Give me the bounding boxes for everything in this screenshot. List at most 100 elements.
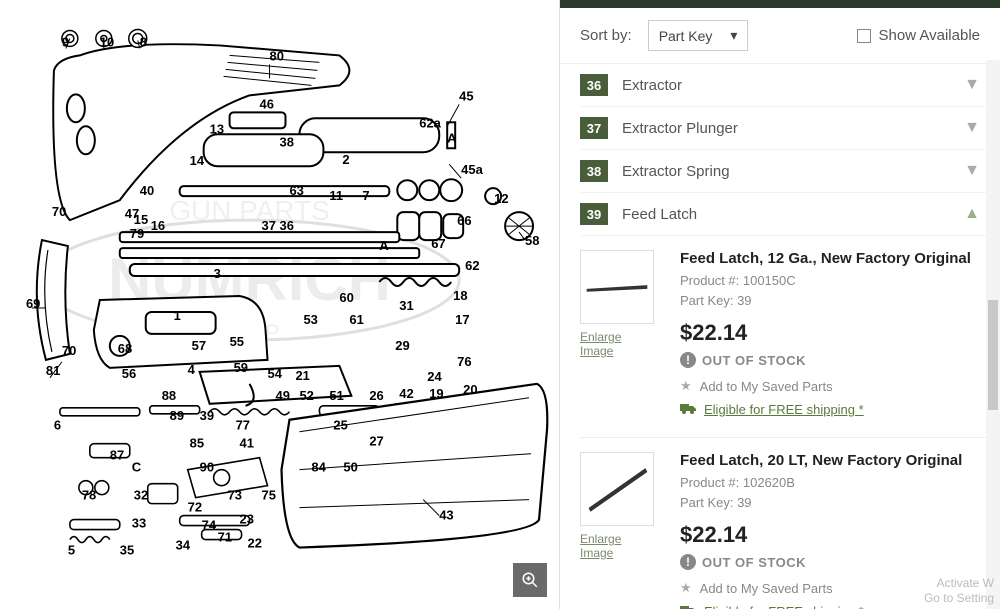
- schematic-pane: NUMRICH GUN PARTS CORP.: [0, 0, 560, 609]
- product-part-key: Part Key: 39: [680, 291, 986, 311]
- svg-text:62: 62: [465, 258, 479, 273]
- svg-text:40: 40: [140, 183, 154, 198]
- category-row-extractor[interactable]: 36 Extractor ▼: [580, 64, 986, 107]
- svg-text:4: 4: [188, 362, 196, 377]
- svg-text:69: 69: [26, 296, 40, 311]
- thumb-image-icon: [581, 251, 653, 323]
- svg-text:12: 12: [494, 191, 508, 206]
- category-name: Extractor: [622, 77, 964, 94]
- svg-text:32: 32: [134, 488, 148, 503]
- chevron-down-icon: ▼: [964, 162, 980, 180]
- sort-label: Sort by:: [580, 27, 632, 44]
- svg-text:45: 45: [459, 88, 473, 103]
- svg-text:38: 38: [280, 134, 294, 149]
- svg-text:66: 66: [457, 213, 471, 228]
- svg-text:59: 59: [234, 360, 248, 375]
- svg-text:31: 31: [399, 298, 413, 313]
- sort-dropdown[interactable]: Part Key ▾: [648, 20, 749, 51]
- svg-text:24: 24: [427, 369, 442, 384]
- svg-text:67: 67: [431, 236, 445, 251]
- part-key-badge: 37: [580, 117, 608, 139]
- svg-text:20: 20: [463, 382, 477, 397]
- svg-text:10: 10: [100, 34, 114, 49]
- chevron-up-icon: ▲: [964, 205, 980, 223]
- enlarge-image-link[interactable]: Enlarge Image: [580, 330, 654, 358]
- chevron-down-icon: ▼: [964, 119, 980, 137]
- free-shipping-link[interactable]: Eligible for FREE shipping *: [704, 604, 864, 609]
- svg-text:90: 90: [200, 460, 214, 475]
- svg-text:49: 49: [276, 388, 290, 403]
- zoom-button[interactable]: [513, 563, 547, 597]
- save-part-link[interactable]: ★ Add to My Saved Parts: [680, 580, 986, 596]
- svg-text:58: 58: [525, 233, 539, 248]
- stock-status: OUT OF STOCK: [702, 353, 806, 368]
- category-name: Feed Latch: [622, 206, 964, 223]
- truck-icon: [680, 604, 696, 609]
- svg-text:21: 21: [295, 368, 309, 383]
- svg-text:62a: 62a: [419, 115, 441, 130]
- svg-text:A: A: [447, 130, 457, 145]
- category-row-feed-latch[interactable]: 39 Feed Latch ▲: [580, 193, 986, 236]
- svg-text:15: 15: [134, 212, 148, 227]
- svg-text:17: 17: [455, 312, 469, 327]
- product-title[interactable]: Feed Latch, 12 Ga., New Factory Original: [680, 250, 986, 267]
- svg-text:33: 33: [132, 516, 146, 531]
- svg-text:41: 41: [240, 436, 254, 451]
- svg-text:87: 87: [110, 448, 124, 463]
- product-price: $22.14: [680, 320, 986, 346]
- truck-icon: [680, 402, 696, 417]
- svg-text:77: 77: [236, 418, 250, 433]
- svg-text:70: 70: [52, 204, 66, 219]
- svg-text:72: 72: [188, 500, 202, 515]
- parts-diagram-svg: NUMRICH GUN PARTS CORP.: [0, 0, 559, 578]
- svg-text:11: 11: [329, 188, 343, 203]
- scrollbar-thumb[interactable]: [988, 300, 998, 410]
- svg-text:53: 53: [303, 312, 317, 327]
- sort-value: Part Key: [659, 28, 713, 44]
- svg-text:60: 60: [339, 290, 353, 305]
- svg-text:25: 25: [333, 418, 347, 433]
- star-icon: ★: [680, 580, 692, 596]
- stock-status: OUT OF STOCK: [702, 555, 806, 570]
- category-name: Extractor Spring: [622, 163, 964, 180]
- category-name: Extractor Plunger: [622, 120, 964, 137]
- svg-text:GUN PARTS: GUN PARTS: [169, 195, 329, 226]
- svg-text:54: 54: [268, 366, 283, 381]
- save-part-link[interactable]: ★ Add to My Saved Parts: [680, 378, 986, 394]
- svg-text:3: 3: [214, 266, 221, 281]
- show-available-toggle[interactable]: Show Available: [857, 27, 980, 44]
- svg-text:81: 81: [46, 363, 60, 378]
- svg-text:75: 75: [262, 488, 276, 503]
- svg-text:9: 9: [62, 34, 69, 49]
- svg-text:2: 2: [342, 152, 349, 167]
- enlarge-image-link[interactable]: Enlarge Image: [580, 532, 654, 560]
- product-thumbnail[interactable]: [580, 250, 654, 324]
- header-bar: [560, 0, 1000, 8]
- product-thumbnail[interactable]: [580, 452, 654, 526]
- info-circle-icon: !: [680, 554, 696, 570]
- exploded-diagram[interactable]: NUMRICH GUN PARTS CORP.: [0, 0, 559, 609]
- parts-list[interactable]: 36 Extractor ▼ 37 Extractor Plunger ▼ 38…: [560, 64, 1000, 609]
- svg-text:13: 13: [210, 121, 224, 136]
- svg-text:8: 8: [140, 34, 147, 49]
- svg-text:39: 39: [200, 408, 214, 423]
- chevron-down-icon: ▼: [964, 76, 980, 94]
- caret-down-icon: ▾: [730, 27, 737, 44]
- free-shipping-link[interactable]: Eligible for FREE shipping *: [704, 402, 864, 417]
- svg-text:70: 70: [62, 343, 76, 358]
- svg-text:52: 52: [299, 388, 313, 403]
- part-key-badge: 39: [580, 203, 608, 225]
- svg-text:5: 5: [68, 543, 75, 558]
- svg-text:7: 7: [362, 188, 369, 203]
- svg-text:18: 18: [453, 288, 467, 303]
- category-row-extractor-spring[interactable]: 38 Extractor Spring ▼: [580, 150, 986, 193]
- svg-text:43: 43: [439, 508, 453, 523]
- product-number: Product #: 102620B: [680, 473, 986, 493]
- scrollbar-track[interactable]: [986, 60, 1000, 609]
- product-title[interactable]: Feed Latch, 20 LT, New Factory Original: [680, 452, 986, 469]
- svg-text:23: 23: [240, 512, 254, 527]
- product-price: $22.14: [680, 522, 986, 548]
- category-row-extractor-plunger[interactable]: 37 Extractor Plunger ▼: [580, 107, 986, 150]
- sort-controls: Sort by: Part Key ▾ Show Available: [560, 8, 1000, 64]
- svg-text:68: 68: [118, 341, 132, 356]
